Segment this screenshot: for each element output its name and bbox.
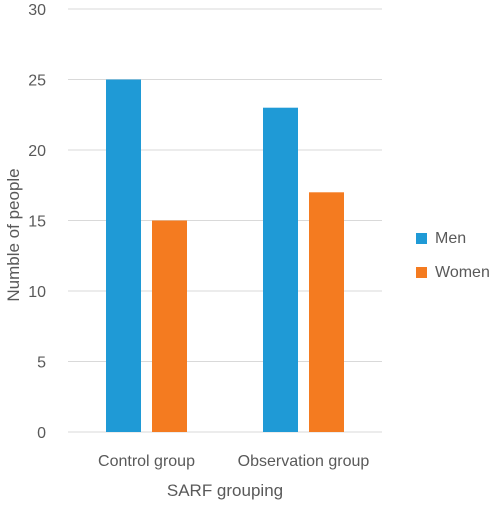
y-tick-label: 0 [37, 425, 46, 442]
y-tick-label: 15 [28, 214, 46, 231]
bar-women-2 [309, 192, 344, 432]
legend-label-women: Women [435, 264, 490, 281]
bar-men-1 [106, 79, 141, 432]
x-tick-label: Observation group [238, 453, 370, 470]
legend-swatch-men [416, 233, 427, 244]
y-tick-label: 25 [28, 73, 46, 90]
x-tick-label: Control group [98, 453, 195, 470]
legend-swatch-women [416, 267, 427, 278]
legend-label-men: Men [435, 230, 466, 247]
y-tick-label: 20 [28, 143, 46, 160]
y-axis-ticks: 0 5 10 15 20 25 30 [28, 2, 46, 442]
bar-women-1 [152, 220, 187, 432]
x-axis-ticks: Control group Observation group [98, 453, 369, 470]
y-tick-label: 30 [28, 2, 46, 19]
bar-men-2 [263, 107, 298, 432]
y-tick-label: 5 [37, 355, 46, 372]
legend: Men Women [416, 230, 490, 281]
y-axis-title: Numble of people [4, 168, 23, 301]
x-axis-title: SARF grouping [167, 481, 283, 500]
y-tick-label: 10 [28, 284, 46, 301]
bars [106, 79, 344, 432]
